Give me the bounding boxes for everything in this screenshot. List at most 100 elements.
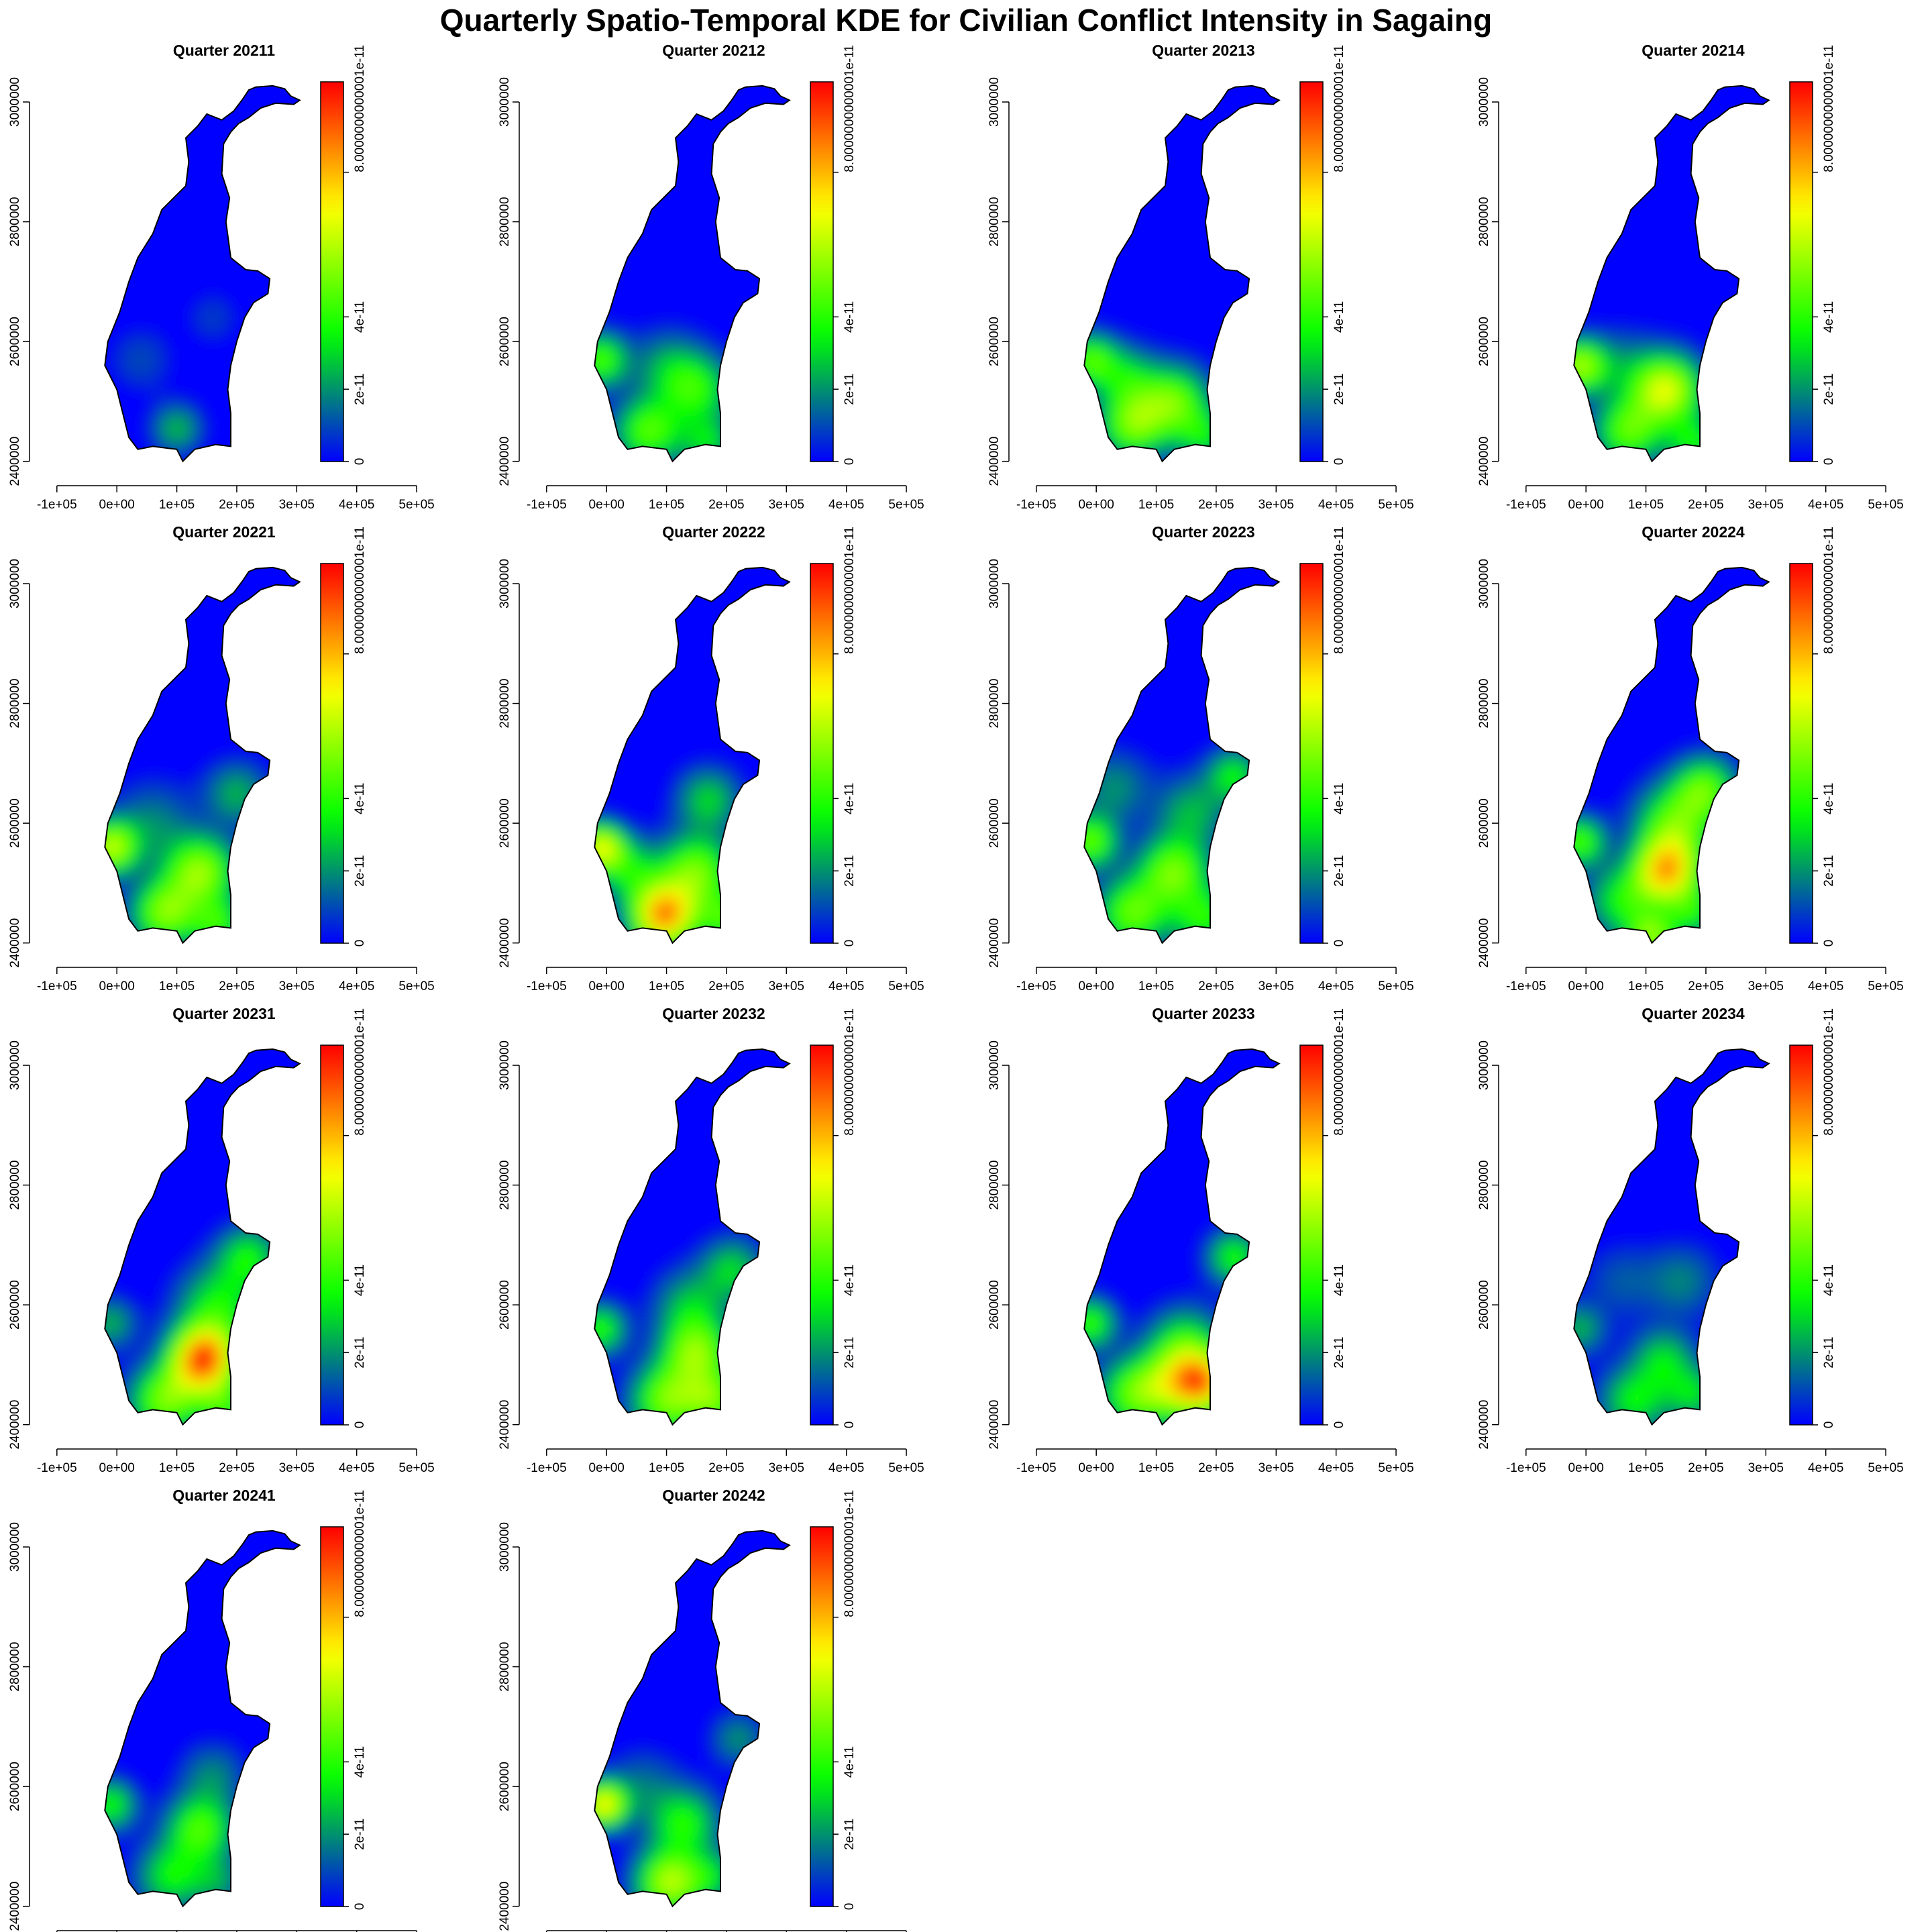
density-cell bbox=[1097, 446, 1102, 451]
density-cell bbox=[1676, 431, 1681, 436]
density-cell bbox=[1158, 460, 1163, 462]
density-cell bbox=[636, 356, 640, 361]
density-cell bbox=[1132, 353, 1137, 358]
density-cell bbox=[1193, 353, 1198, 358]
density-cell bbox=[743, 396, 748, 400]
density-cell bbox=[1237, 446, 1242, 451]
density-cell bbox=[610, 367, 615, 372]
density-cell bbox=[153, 439, 158, 443]
density-cell bbox=[600, 345, 604, 350]
density-cell bbox=[1100, 378, 1105, 382]
axes: -1e+05 0e+00 1e+05 2e+05 3e+05 4e+05 5e+052400… bbox=[498, 77, 924, 512]
density-cell bbox=[1205, 410, 1209, 415]
density-cell bbox=[668, 349, 673, 354]
density-cell bbox=[1684, 464, 1688, 468]
density-cell bbox=[668, 439, 673, 443]
density-cell bbox=[1072, 371, 1076, 375]
density-cell bbox=[664, 414, 669, 419]
density-cell bbox=[1104, 349, 1108, 354]
colorbar-tick-label: 2e-11 bbox=[353, 374, 367, 405]
density-cell bbox=[1079, 356, 1083, 360]
density-cell bbox=[1068, 345, 1072, 350]
density-cell bbox=[1705, 435, 1709, 440]
density-cell bbox=[618, 457, 623, 462]
density-cell bbox=[629, 396, 633, 400]
density-cell bbox=[596, 439, 600, 443]
density-cell bbox=[1593, 453, 1598, 458]
x-tick-label: -1e+05 bbox=[527, 498, 567, 512]
density-cell bbox=[1219, 425, 1224, 429]
density-cell bbox=[740, 403, 745, 408]
density-cell bbox=[1622, 443, 1627, 447]
density-cell bbox=[150, 439, 154, 443]
density-cell bbox=[1100, 453, 1105, 458]
density-cell bbox=[639, 342, 644, 346]
density-cell bbox=[737, 370, 741, 375]
density-cell bbox=[653, 324, 658, 329]
density-cell bbox=[1165, 392, 1169, 396]
density-cell bbox=[142, 421, 147, 425]
density-cell bbox=[636, 421, 640, 425]
density-cell bbox=[153, 431, 158, 436]
density-cell bbox=[1197, 410, 1202, 415]
density-cell bbox=[1079, 371, 1083, 375]
density-cell bbox=[704, 364, 708, 368]
y-tick-label: 2400000 bbox=[987, 437, 1002, 486]
density-cell bbox=[1690, 421, 1695, 425]
density-cell bbox=[679, 407, 684, 411]
density-cell bbox=[1676, 460, 1681, 462]
density-cell bbox=[690, 439, 694, 443]
density-cell bbox=[740, 370, 745, 375]
density-cell bbox=[603, 453, 608, 458]
density-cell bbox=[1222, 453, 1227, 458]
density-cell bbox=[690, 421, 694, 425]
density-cell bbox=[704, 439, 708, 443]
density-cell bbox=[1140, 468, 1144, 472]
density-cell bbox=[1615, 460, 1619, 462]
density-cell bbox=[618, 320, 623, 325]
density-cell bbox=[178, 407, 183, 411]
density-cell bbox=[1687, 435, 1692, 440]
density-cell bbox=[718, 468, 722, 472]
density-cell bbox=[690, 435, 694, 440]
density-cell bbox=[1201, 385, 1205, 390]
density-cell bbox=[715, 342, 719, 346]
density-cell bbox=[1169, 399, 1173, 404]
density-cell bbox=[1190, 403, 1195, 408]
density-cell bbox=[1172, 396, 1177, 400]
density-cell bbox=[1075, 345, 1079, 350]
density-cell bbox=[661, 388, 665, 393]
density-cell bbox=[1197, 396, 1202, 400]
density-cell bbox=[113, 342, 118, 346]
density-cell bbox=[693, 338, 698, 343]
density-cell bbox=[1690, 460, 1695, 462]
density-cell bbox=[632, 439, 637, 443]
density-cell bbox=[600, 449, 604, 454]
density-cell bbox=[1111, 345, 1116, 350]
density-cell bbox=[1097, 317, 1102, 321]
density-cell bbox=[186, 431, 190, 436]
density-cell bbox=[1716, 421, 1721, 425]
density-cell bbox=[625, 374, 629, 379]
density-cell bbox=[1143, 421, 1148, 425]
density-cell bbox=[610, 435, 615, 440]
density-cell bbox=[690, 449, 694, 454]
density-cell bbox=[1626, 464, 1630, 468]
density-cell bbox=[193, 303, 197, 307]
density-cell bbox=[139, 327, 144, 332]
density-cell bbox=[1193, 421, 1198, 425]
density-cell bbox=[1201, 370, 1205, 375]
density-cell bbox=[1133, 464, 1137, 468]
density-cell bbox=[1104, 439, 1108, 443]
y-tick-label: 2800000 bbox=[498, 197, 512, 247]
density-cell bbox=[643, 342, 647, 346]
density-cell bbox=[1579, 421, 1584, 425]
density-cell bbox=[1176, 468, 1180, 472]
density-cell bbox=[139, 345, 144, 350]
density-cell bbox=[1190, 392, 1195, 396]
density-cell bbox=[1187, 468, 1191, 472]
density-cell bbox=[150, 374, 154, 379]
density-cell bbox=[189, 309, 194, 314]
density-cell bbox=[661, 356, 665, 361]
density-cell bbox=[715, 414, 719, 419]
